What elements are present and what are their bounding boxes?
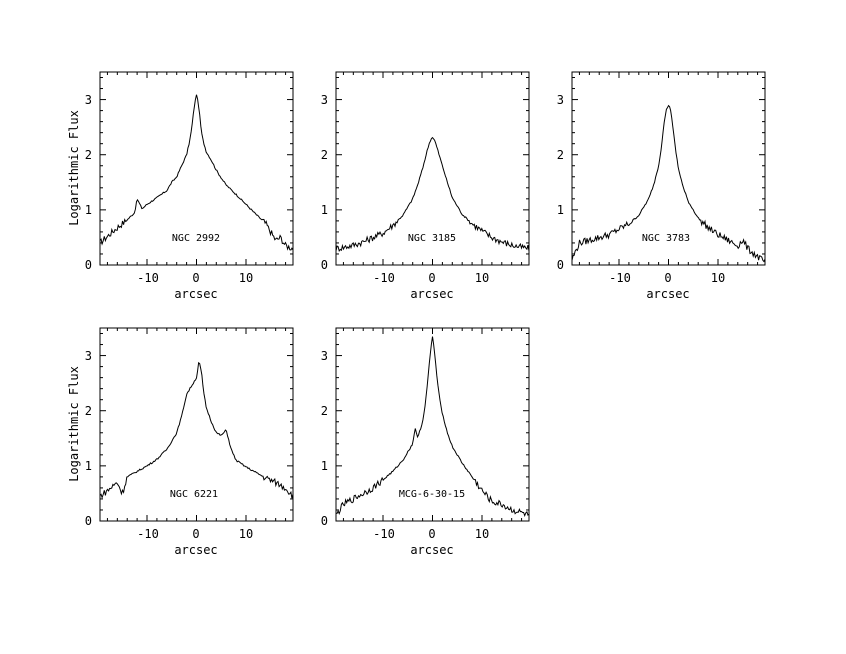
y-tick-label: 2 (321, 404, 328, 418)
axis-ticks (336, 328, 529, 522)
y-tick-label: 2 (321, 148, 328, 162)
x-tick-label: 10 (239, 271, 253, 285)
flux-profile-line (571, 104, 766, 263)
y-tick-label: 0 (321, 258, 328, 272)
y-tick-label: 3 (85, 93, 92, 107)
x-tick-label: 10 (475, 527, 489, 541)
x-tick-label: 0 (428, 271, 435, 285)
y-tick-label: 3 (321, 349, 328, 363)
y-tick-label: 3 (557, 93, 564, 107)
x-axis-label: arcsec (410, 543, 453, 557)
x-tick-label: -10 (137, 527, 159, 541)
x-tick-label: -10 (609, 271, 631, 285)
object-label: NGC 3185 (408, 233, 456, 244)
y-tick-label: 0 (321, 514, 328, 528)
object-label: NGC 2992 (172, 233, 220, 244)
x-tick-label: -10 (137, 271, 159, 285)
x-axis-label: arcsec (410, 287, 453, 301)
x-axis-label: arcsec (174, 287, 217, 301)
y-tick-label: 1 (85, 203, 92, 217)
flux-profile-line (99, 94, 294, 251)
x-tick-label: 0 (664, 271, 671, 285)
panel-ngc-3783: 0 1 2 3 -10 0 10 arcsec NGC 3783 (557, 71, 766, 301)
x-axis-label: arcsec (174, 543, 217, 557)
x-tick-label: 10 (711, 271, 725, 285)
y-tick-label: 0 (557, 258, 564, 272)
x-tick-label: 0 (192, 271, 199, 285)
flux-profile-line (99, 361, 294, 500)
y-tick-label: 2 (85, 148, 92, 162)
panel-mcg-6-30-15: 0 1 2 3 -10 0 10 arcsec MCG-6-30-15 (321, 327, 530, 557)
y-tick-label: 2 (85, 404, 92, 418)
y-tick-label: 1 (321, 203, 328, 217)
y-tick-label: 0 (85, 258, 92, 272)
object-label: NGC 6221 (170, 489, 218, 500)
x-tick-label: 10 (475, 271, 489, 285)
axis-ticks (336, 72, 529, 266)
panel-ngc-2992: 0 1 2 3 -10 0 10 arcsec Logarithmic Flux… (67, 71, 294, 301)
x-tick-label: 10 (239, 527, 253, 541)
y-tick-label: 1 (557, 203, 564, 217)
object-label: MCG-6-30-15 (399, 489, 465, 500)
y-tick-label: 0 (85, 514, 92, 528)
flux-profile-line (335, 136, 530, 253)
y-tick-label: 3 (321, 93, 328, 107)
x-tick-label: 0 (192, 527, 199, 541)
axis-ticks (572, 72, 765, 266)
y-tick-label: 1 (85, 459, 92, 473)
object-label: NGC 3783 (642, 233, 690, 244)
y-axis-label: Logarithmic Flux (67, 110, 81, 226)
y-tick-label: 3 (85, 349, 92, 363)
x-tick-label: -10 (373, 271, 395, 285)
x-tick-label: -10 (373, 527, 395, 541)
axis-ticks (100, 328, 293, 522)
y-axis-label: Logarithmic Flux (67, 366, 81, 482)
y-tick-label: 1 (321, 459, 328, 473)
x-tick-label: 0 (428, 527, 435, 541)
y-tick-label: 2 (557, 148, 564, 162)
panel-ngc-3185: 0 1 2 3 -10 0 10 arcsec NGC 3185 (321, 71, 530, 301)
panel-ngc-6221: 0 1 2 3 -10 0 10 arcsec Logarithmic Flux… (67, 327, 294, 557)
flux-profile-line (335, 336, 530, 518)
x-axis-label: arcsec (646, 287, 689, 301)
axis-ticks (100, 72, 293, 266)
